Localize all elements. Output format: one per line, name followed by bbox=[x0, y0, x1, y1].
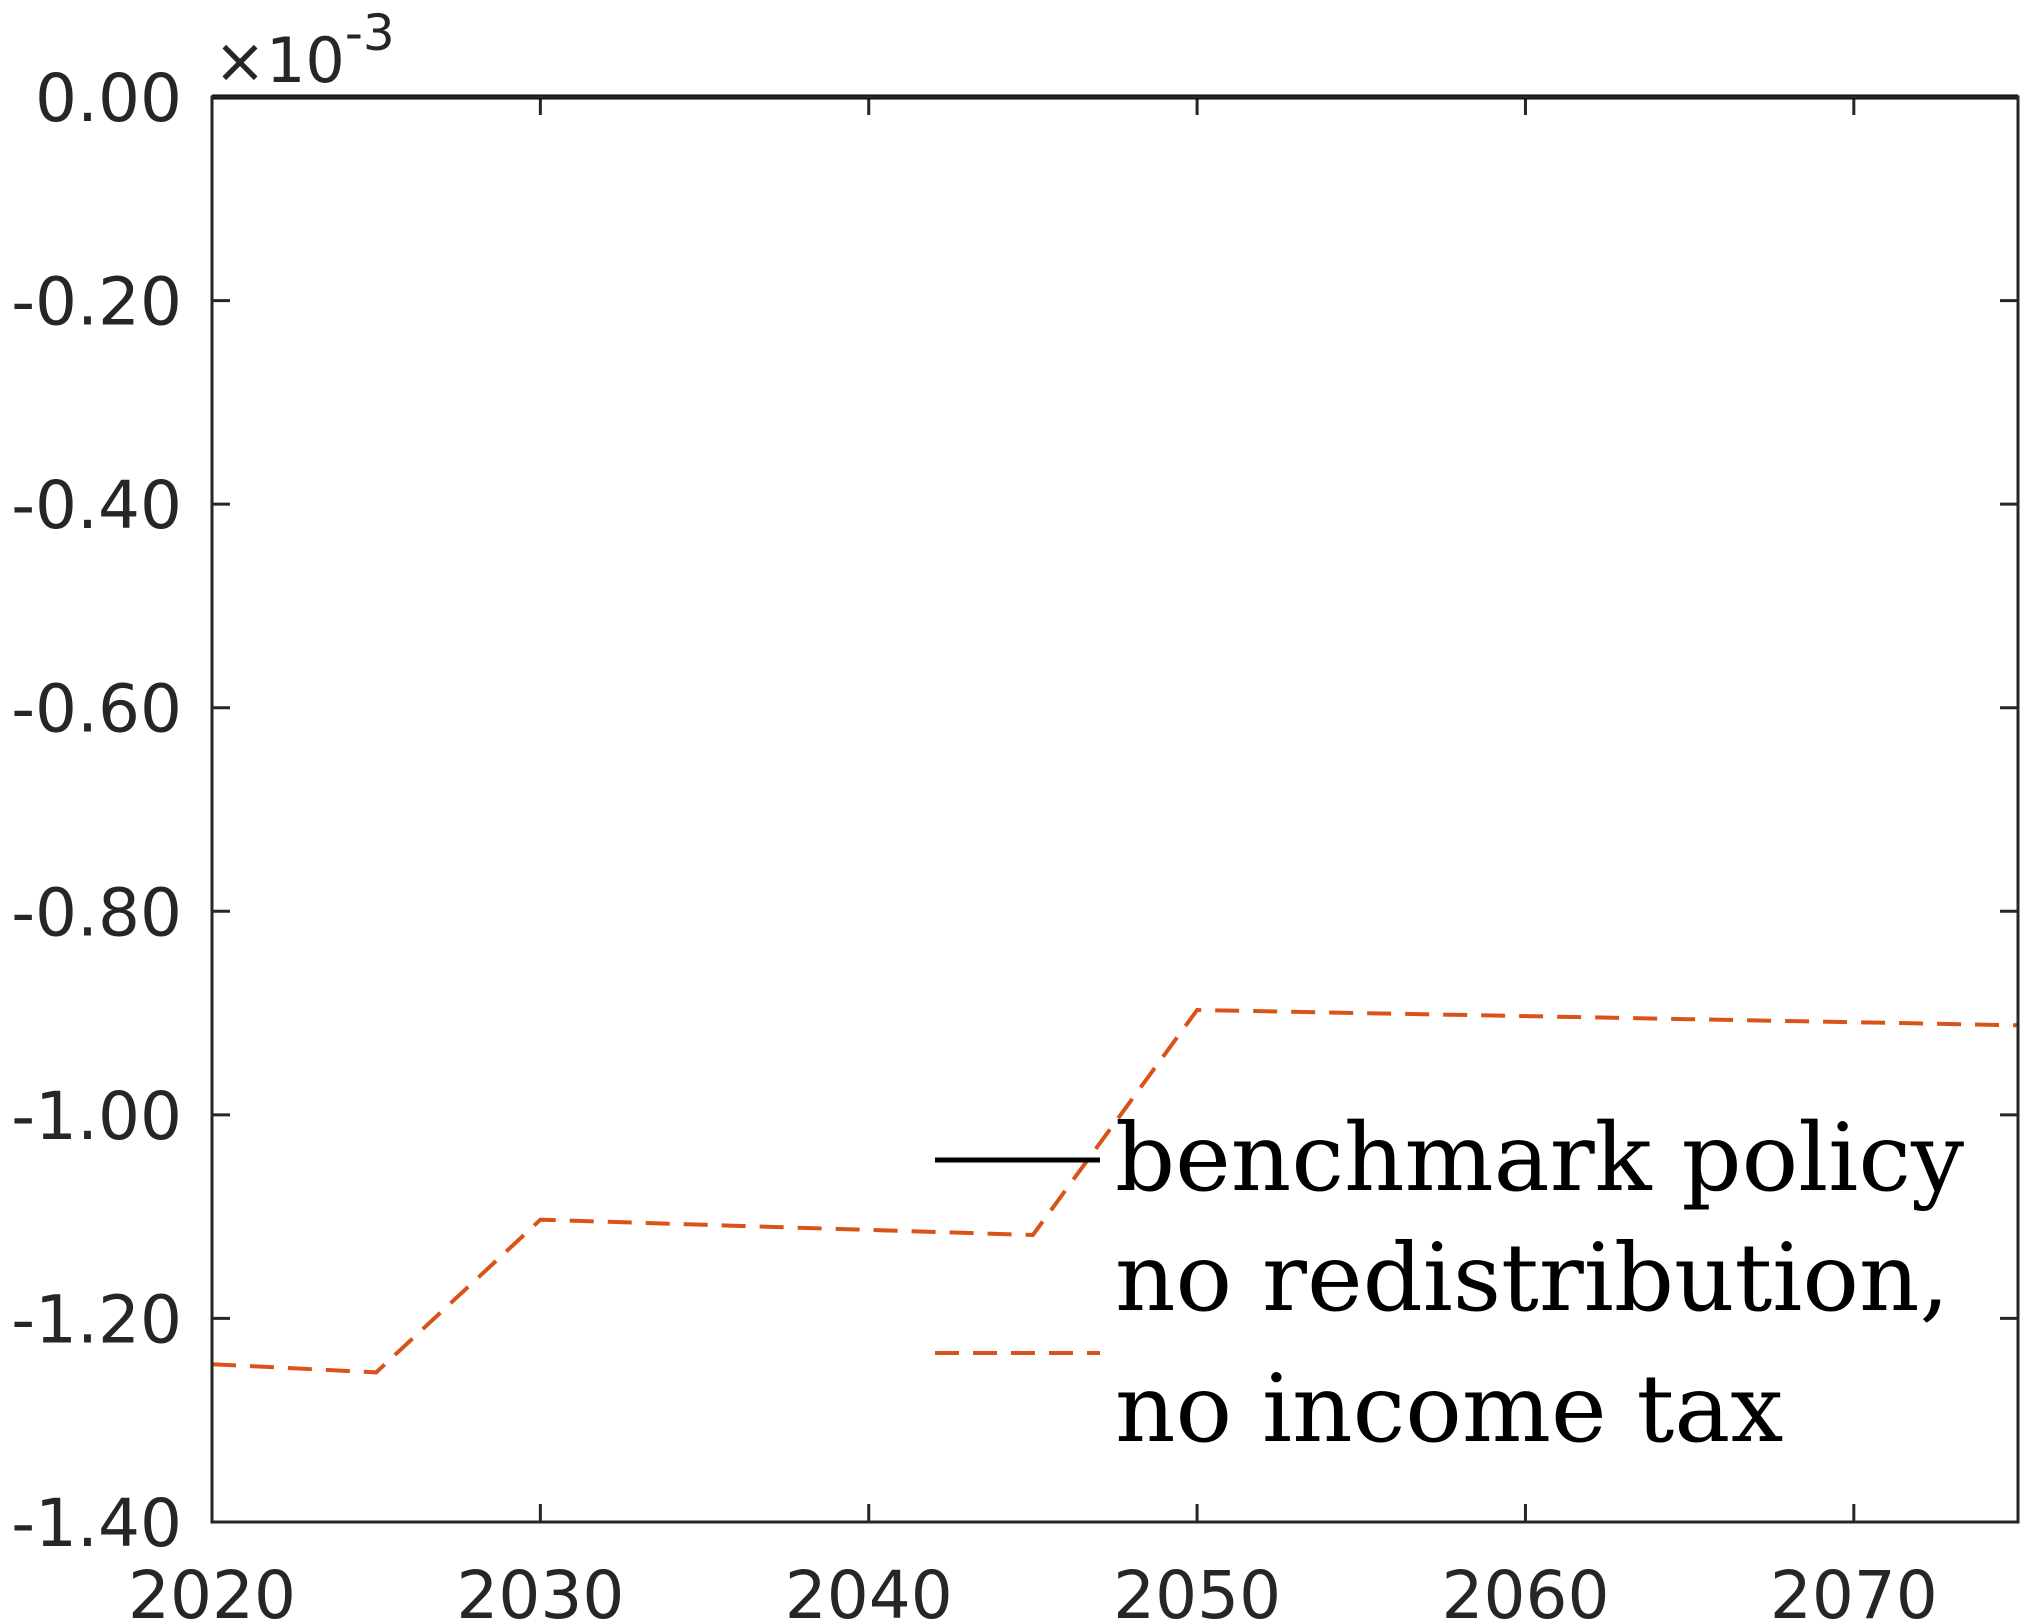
x-tick-label: 2030 bbox=[456, 1557, 624, 1622]
y-tick-label: -0.40 bbox=[11, 467, 182, 544]
y-tick-label: -1.00 bbox=[11, 1078, 182, 1155]
tick-labels: 2020 2030 2040 2050 2060 2070 0.00 -0.20 -0.40 -0… bbox=[11, 60, 1938, 1622]
series-line bbox=[211, 1007, 2019, 1375]
y-tick-label: -1.40 bbox=[11, 1485, 182, 1562]
y-tick-label: -1.20 bbox=[11, 1281, 182, 1358]
legend-label-no-redistribution: no income tax bbox=[1115, 1355, 1783, 1464]
y-tick-label: 0.00 bbox=[35, 60, 182, 137]
y-exponent-label: ×10-3 bbox=[214, 4, 395, 97]
x-tick-label: 2060 bbox=[1441, 1557, 1609, 1622]
legend: benchmark policy no redistribution, no inc… bbox=[935, 1104, 1964, 1464]
axis-ticks bbox=[210, 95, 2018, 1524]
y-tick-label: -0.20 bbox=[11, 264, 182, 341]
x-tick-label: 2050 bbox=[1113, 1557, 1281, 1622]
y-tick-label: -0.60 bbox=[11, 671, 182, 748]
legend-label-no-redistribution: no redistribution, bbox=[1115, 1224, 1949, 1333]
x-tick-label: 2020 bbox=[128, 1557, 296, 1622]
x-tick-label: 2070 bbox=[1770, 1557, 1938, 1622]
exponent-power: -3 bbox=[345, 4, 395, 62]
y-tick-label: -0.80 bbox=[11, 874, 182, 951]
exponent-base: ×10 bbox=[214, 24, 345, 97]
legend-label-benchmark: benchmark policy bbox=[1115, 1104, 1964, 1213]
x-tick-label: 2040 bbox=[785, 1557, 953, 1622]
plot-area-frame bbox=[210, 95, 2020, 1524]
